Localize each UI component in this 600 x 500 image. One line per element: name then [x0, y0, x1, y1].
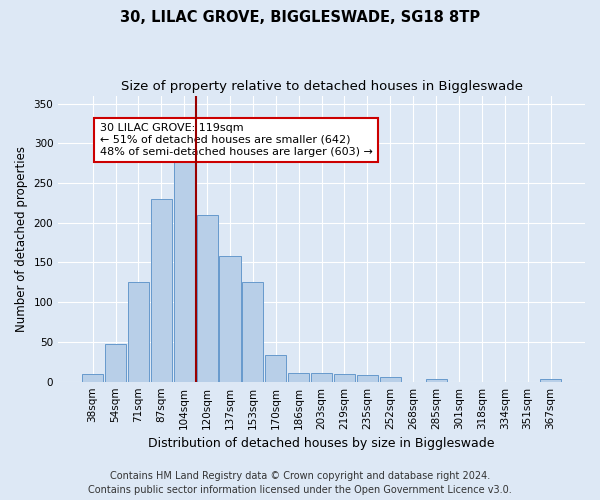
Title: Size of property relative to detached houses in Biggleswade: Size of property relative to detached ho…	[121, 80, 523, 93]
Bar	[540, 380, 561, 382]
Text: Contains HM Land Registry data © Crown copyright and database right 2024.
Contai: Contains HM Land Registry data © Crown c…	[88, 471, 512, 495]
Text: 30, LILAC GROVE, BIGGLESWADE, SG18 8TP: 30, LILAC GROVE, BIGGLESWADE, SG18 8TP	[120, 10, 480, 25]
X-axis label: Distribution of detached houses by size in Biggleswade: Distribution of detached houses by size …	[148, 437, 495, 450]
Bar	[357, 376, 378, 382]
Bar	[220, 256, 241, 382]
Bar	[311, 373, 332, 382]
Bar	[380, 377, 401, 382]
Bar	[242, 282, 263, 382]
Bar	[265, 356, 286, 382]
Text: 30 LILAC GROVE: 119sqm
← 51% of detached houses are smaller (642)
48% of semi-de: 30 LILAC GROVE: 119sqm ← 51% of detached…	[100, 124, 373, 156]
Bar	[151, 199, 172, 382]
Bar	[128, 282, 149, 382]
Y-axis label: Number of detached properties: Number of detached properties	[15, 146, 28, 332]
Bar	[82, 374, 103, 382]
Bar	[425, 380, 446, 382]
Bar	[105, 344, 126, 382]
Bar	[288, 373, 309, 382]
Bar	[334, 374, 355, 382]
Bar	[173, 157, 195, 382]
Bar	[197, 215, 218, 382]
